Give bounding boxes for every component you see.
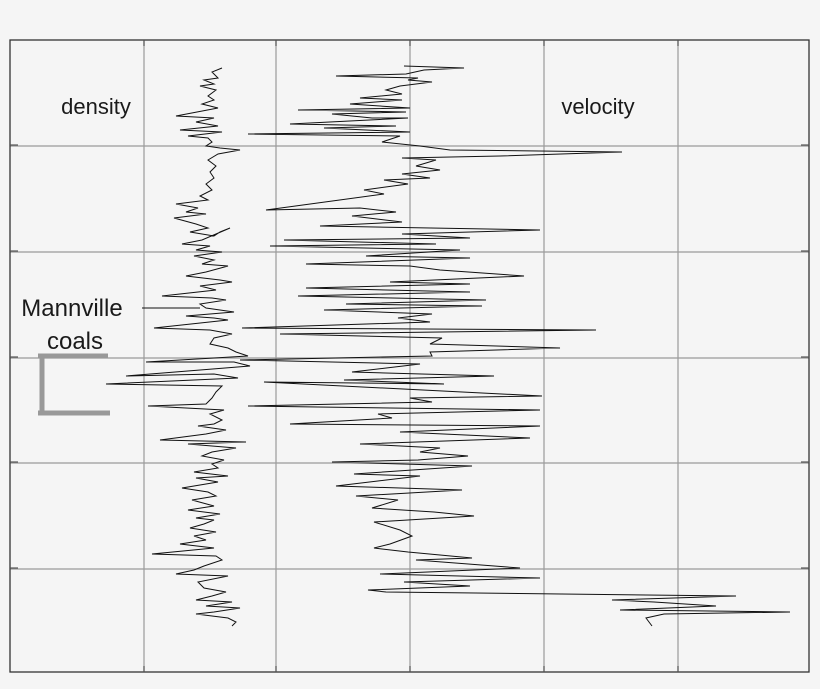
coal-bracket: [38, 307, 200, 416]
density-curve: [105, 67, 251, 627]
density-label: density: [61, 94, 131, 119]
velocity-curve: [239, 65, 791, 627]
log-curves: [105, 65, 791, 627]
velocity-label: velocity: [561, 94, 634, 119]
annotations: density velocity Mannville coals: [21, 94, 634, 355]
coals-label: coals: [47, 328, 103, 355]
mannville-label: Mannville: [21, 295, 122, 322]
axis-ticks: [10, 40, 809, 672]
